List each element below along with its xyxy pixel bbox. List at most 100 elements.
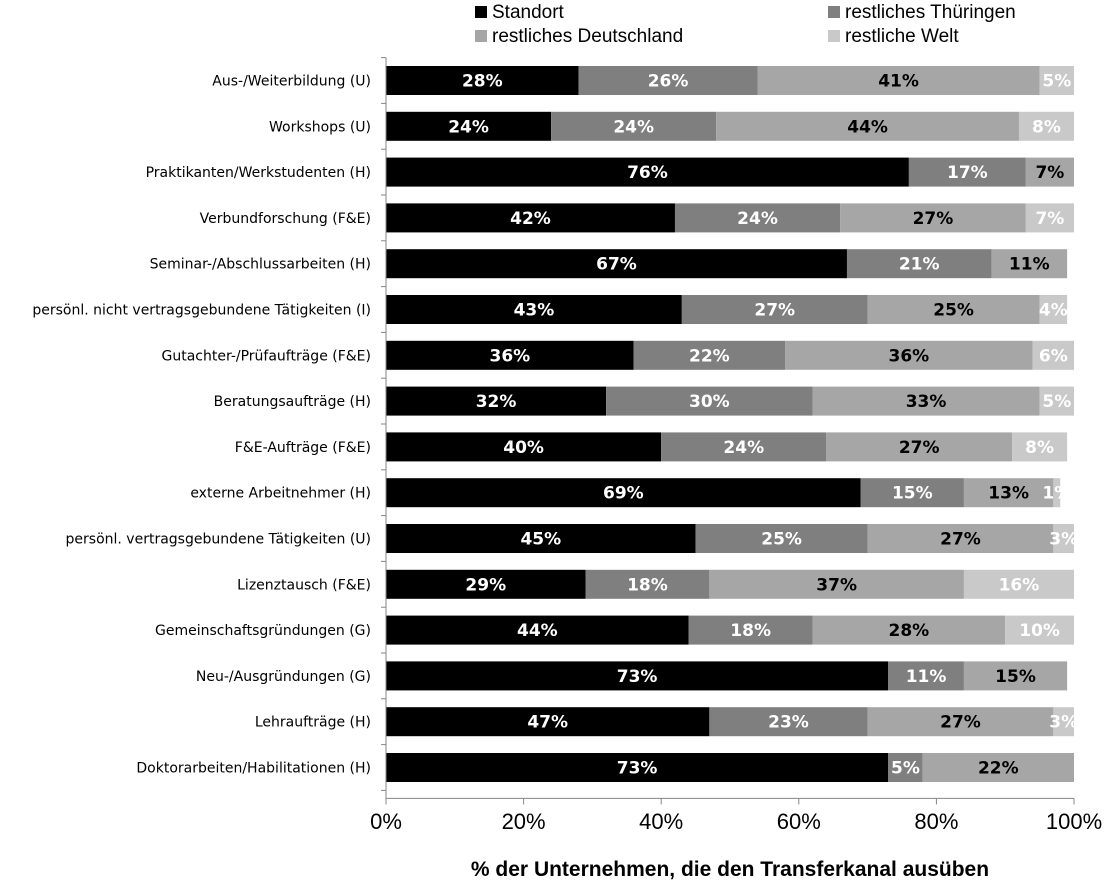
bar-segment: [386, 386, 607, 416]
data-label: 67%: [596, 255, 637, 275]
data-label: 24%: [723, 438, 764, 458]
data-label: 5%: [891, 759, 920, 779]
bar-row: 36% 22% 36% 6%: [386, 340, 1074, 370]
bar-segment: [1025, 157, 1074, 187]
bar-segment: [709, 569, 964, 599]
bar-row: 73% 11% 15%: [386, 661, 1068, 691]
bar-segment: [386, 295, 682, 324]
data-label: 41%: [878, 72, 919, 92]
legend-item: Standort: [475, 2, 565, 23]
legend-item: restliches Deutschland: [475, 26, 683, 47]
category-label: Neu-/Ausgründungen (G): [196, 669, 371, 685]
data-label: 69%: [603, 484, 644, 504]
bar-segment: [867, 707, 1054, 737]
bar-segment: [908, 157, 1026, 187]
data-label: 33%: [906, 392, 947, 412]
bar-row: 47% 23% 27% 3%: [386, 707, 1078, 737]
bar-segment: [963, 569, 1074, 599]
bar-segment: [386, 524, 696, 553]
bar-segment: [551, 111, 717, 141]
data-label: 21%: [899, 255, 940, 275]
bar-row: 32% 30% 33% 5%: [386, 386, 1074, 416]
bar-segment: [681, 295, 868, 324]
legend-label: restliches Deutschland: [492, 26, 683, 47]
bar-segment: [1039, 386, 1074, 416]
bar-segment: [661, 432, 827, 462]
category-label: Workshops (U): [269, 119, 371, 135]
bar-row: 44% 18% 28% 10%: [386, 615, 1074, 645]
data-label: 3%: [1049, 530, 1078, 550]
category-label: externe Arbeitnehmer (H): [190, 486, 371, 502]
data-label: 25%: [933, 301, 974, 321]
data-label: 5%: [1042, 72, 1071, 92]
bar-row: 29% 18% 37% 16%: [386, 569, 1074, 599]
bar-segment: [386, 66, 579, 95]
bar-segment: [386, 478, 861, 508]
bar-row: 28% 26% 41% 5%: [386, 66, 1074, 95]
bar-segment: [1053, 707, 1074, 737]
category-label: persönl. nicht vertragsgebundene Tätigke…: [32, 303, 371, 319]
bar-segment: [386, 157, 909, 187]
bar-segment: [386, 661, 889, 691]
data-label: 18%: [730, 621, 771, 641]
bar-segment: [1005, 615, 1074, 645]
category-label: Praktikanten/Werkstudenten (H): [146, 165, 371, 181]
bar-segment: [688, 615, 813, 645]
legend-item: restliches Thüringen: [828, 2, 1016, 23]
data-label: 5%: [1042, 392, 1071, 412]
data-label: 22%: [689, 346, 730, 366]
bar-segment: [386, 432, 662, 462]
bar-segment: [991, 249, 1068, 279]
bar-segment: [840, 203, 1026, 233]
legend-label: restliche Welt: [845, 26, 959, 47]
data-label: 47%: [527, 713, 568, 733]
bar-segment: [585, 569, 710, 599]
category-label: Lehraufträge (H): [255, 715, 371, 731]
bar-segment: [606, 386, 813, 416]
bar-segment: [1039, 295, 1068, 324]
bar-row: 43% 27% 25% 4%: [386, 295, 1068, 324]
bar-segment: [922, 753, 1074, 782]
bar-row: 24% 24% 44% 8%: [386, 111, 1074, 141]
bar-segment: [386, 753, 889, 782]
bar-segment: [386, 340, 634, 370]
data-label: 43%: [514, 301, 555, 321]
bar-segment: [785, 340, 1033, 370]
bar-segment: [709, 707, 868, 737]
bar-segment: [1039, 66, 1074, 95]
category-label: Gutachter-/Prüfaufträge (F&E): [162, 348, 372, 364]
data-label: 27%: [899, 438, 940, 458]
data-label: 7%: [1035, 163, 1064, 183]
data-label: 27%: [913, 209, 954, 229]
data-label: 44%: [847, 117, 888, 137]
data-label: 15%: [995, 667, 1036, 687]
data-label: 4%: [1039, 301, 1068, 321]
data-label: 3%: [1049, 713, 1078, 733]
x-tick-label: 20%: [502, 809, 546, 834]
data-label: 24%: [448, 117, 489, 137]
data-label: 73%: [617, 667, 658, 687]
legend-label: Standort: [492, 2, 565, 23]
data-label: 37%: [816, 575, 857, 595]
data-label: 25%: [761, 530, 802, 550]
bar-row: 69% 15% 13% 1%: [386, 478, 1071, 508]
data-label: 42%: [510, 209, 551, 229]
data-label: 44%: [517, 621, 558, 641]
bar-segment: [1012, 432, 1068, 462]
category-labels: Aus-/Weiterbildung (U) Workshops (U) Prakt…: [32, 74, 371, 777]
data-label: 15%: [892, 484, 933, 504]
data-label: 8%: [1032, 117, 1061, 137]
bar-segment: [1025, 203, 1074, 233]
bar-row: 42% 24% 27% 7%: [386, 203, 1074, 233]
bars: 28% 26% 41% 5% 24% 24% 44% 8% 76% 17% 7% 42% 24% 27% 7…: [386, 66, 1078, 782]
bar-segment: [867, 295, 1040, 324]
data-label: 23%: [768, 713, 809, 733]
data-label: 24%: [737, 209, 778, 229]
bar-segment: [716, 111, 1019, 141]
data-label: 76%: [627, 163, 668, 183]
x-tick-labels: 0% 20% 40% 60% 80% 100%: [370, 798, 1102, 834]
data-label: 27%: [940, 530, 981, 550]
bar-segment: [386, 249, 847, 279]
bar-segment: [860, 478, 964, 508]
data-label: 8%: [1025, 438, 1054, 458]
